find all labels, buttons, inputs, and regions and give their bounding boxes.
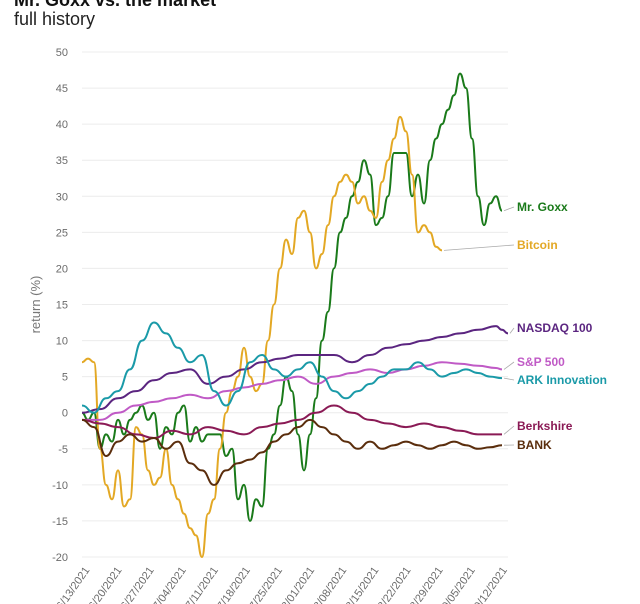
y-axis-label: return (%) <box>28 276 43 334</box>
series-label-ark-innovation: ARK Innovation <box>517 373 607 387</box>
x-tick-label: 6/27/2021 <box>119 565 157 604</box>
series-line-nasdaq-100 <box>81 325 509 414</box>
y-tick-label: 15 <box>56 300 68 312</box>
y-tick-label: 0 <box>62 408 68 420</box>
series-label-nasdaq-100: NASDAQ 100 <box>517 321 593 335</box>
x-tick-label: 8/15/2021 <box>344 565 382 604</box>
y-tick-label: 30 <box>56 191 68 203</box>
x-tick-label: 8/08/2021 <box>311 565 349 604</box>
y-tick-label: 5 <box>62 372 68 384</box>
series-label-mr-goxx: Mr. Goxx <box>517 200 568 214</box>
chart-title: Mr. Goxx vs. the market <box>14 0 217 10</box>
x-tick-label: 7/11/2021 <box>183 565 220 604</box>
label-leader <box>503 425 515 435</box>
x-tick-label: 6/20/2021 <box>87 565 125 604</box>
label-leader <box>503 377 515 381</box>
series-line-ark-innovation <box>81 321 503 414</box>
x-tick-label: 8/01/2021 <box>279 565 317 604</box>
y-tick-label: 20 <box>56 263 68 275</box>
y-tick-label: 40 <box>56 119 68 131</box>
series-label-berkshire: Berkshire <box>517 419 573 433</box>
series-line-s-p-500 <box>81 361 503 421</box>
series-label-s-p-500: S&P 500 <box>517 355 565 369</box>
x-tick-label: 8/22/2021 <box>376 565 414 604</box>
y-tick-label: -5 <box>58 444 68 456</box>
x-tick-label: 7/25/2021 <box>247 565 285 604</box>
x-tick-label: 7/18/2021 <box>215 565 253 604</box>
series-line-bitcoin <box>81 115 443 558</box>
x-tick-label: 7/04/2021 <box>151 565 189 604</box>
series-line-bank <box>81 418 503 486</box>
label-leader <box>509 327 515 334</box>
label-leader <box>503 361 515 370</box>
x-tick-label: 9/12/2021 <box>472 565 510 604</box>
y-tick-label: 10 <box>56 336 68 348</box>
x-tick-label: 9/05/2021 <box>440 565 478 604</box>
y-tick-label: 35 <box>56 155 68 167</box>
chart-subtitle: full history <box>14 9 96 29</box>
x-tick-label: 6/13/2021 <box>55 565 93 604</box>
label-leader <box>443 244 515 251</box>
y-tick-label: 50 <box>56 47 68 59</box>
series-label-bitcoin: Bitcoin <box>517 238 558 252</box>
series-line-mr-goxx <box>81 72 503 522</box>
y-tick-label: -15 <box>52 516 68 528</box>
label-leader <box>503 206 515 212</box>
y-tick-label: -20 <box>52 552 68 564</box>
series-label-bank: BANK <box>517 438 552 452</box>
y-tick-label: 25 <box>56 227 68 239</box>
y-tick-label: -10 <box>52 480 68 492</box>
y-tick-label: 45 <box>56 83 68 95</box>
x-tick-label: 8/29/2021 <box>408 565 446 604</box>
